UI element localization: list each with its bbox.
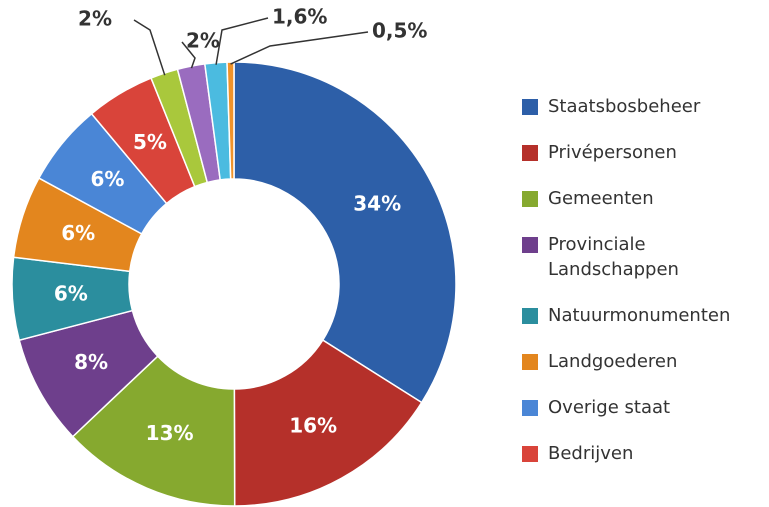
slice-label: 6%: [61, 221, 95, 245]
slice-label: 34%: [353, 192, 401, 216]
slice-label: 6%: [90, 167, 124, 191]
legend-swatch: [522, 237, 538, 253]
legend-swatch: [522, 308, 538, 324]
slice-label: 2%: [186, 29, 220, 53]
legend-label: Natuurmonumenten: [548, 305, 730, 326]
legend-label: Landgoederen: [548, 351, 677, 372]
slice-label: 5%: [133, 130, 167, 154]
legend-swatch: [522, 99, 538, 115]
legend-label: Gemeenten: [548, 188, 654, 209]
slice-label: 0,5%: [372, 19, 427, 43]
leader-line: [181, 41, 196, 69]
legend-label: Bedrijven: [548, 443, 633, 464]
slice-label: 16%: [289, 414, 337, 438]
legend-swatch: [522, 354, 538, 370]
legend-swatch: [522, 191, 538, 207]
legend-swatch: [522, 446, 538, 462]
legend-swatch: [522, 145, 538, 161]
slice: [226, 61, 235, 180]
leader-line: [133, 19, 166, 76]
leader-line: [215, 17, 269, 65]
slice-label: 13%: [146, 421, 194, 445]
slice: [233, 61, 457, 404]
legend-swatch: [522, 400, 538, 416]
legend-line: Landschappen: [548, 259, 679, 280]
legend-label: Overige staat: [548, 397, 670, 418]
slice: [233, 339, 423, 507]
slice-label: 6%: [54, 282, 88, 306]
legend-line: Provinciale: [548, 234, 651, 255]
slice-label: 1,6%: [272, 5, 327, 29]
legend-label: Staatsbosbeheer: [548, 96, 701, 117]
slice-label: 2%: [78, 7, 112, 31]
slice-label: 8%: [74, 350, 108, 374]
leader-line: [230, 31, 369, 65]
legend-label: Provinciale Landschappen: [548, 234, 679, 280]
legend-label: Privépersonen: [548, 142, 677, 163]
